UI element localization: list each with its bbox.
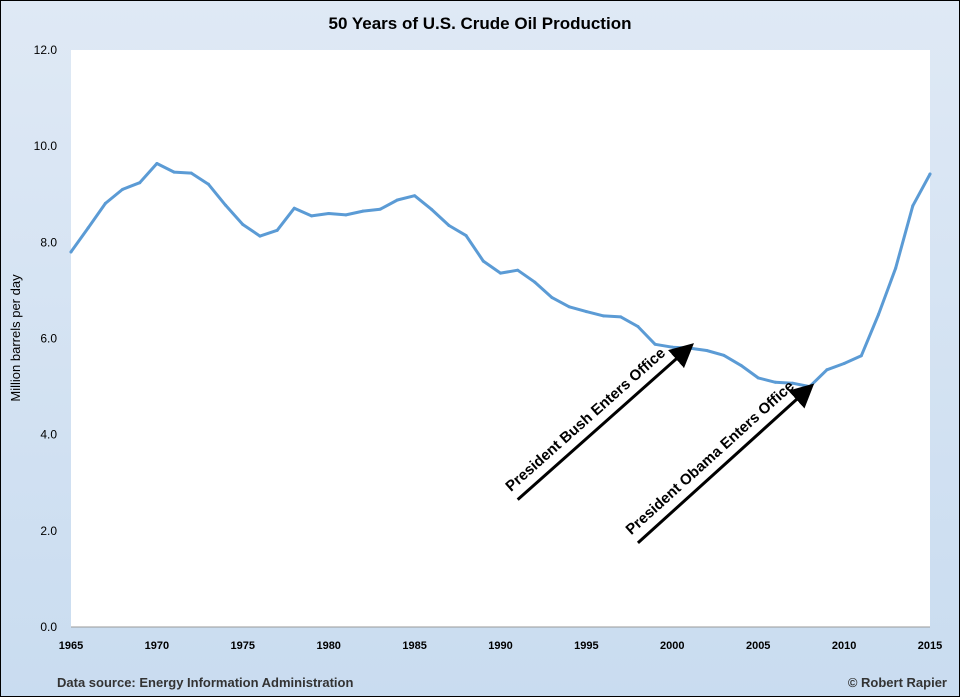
- x-tick-label: 1990: [488, 640, 512, 652]
- data-point: [206, 182, 210, 186]
- data-point: [636, 324, 640, 328]
- data-point: [876, 312, 880, 316]
- data-point: [756, 376, 760, 380]
- data-point: [241, 223, 245, 227]
- data-point: [275, 228, 279, 232]
- plot-area: [71, 50, 930, 627]
- data-point: [550, 296, 554, 300]
- data-point: [928, 172, 932, 176]
- annotation-arrow: [516, 343, 694, 501]
- x-tick-label: 2010: [832, 640, 856, 652]
- x-tick-labels: 1965 1970 1975 1980 1985 1990 1995 2000 2005 2010…: [59, 640, 942, 652]
- y-tick-labels: 0.0 2.0 4.0 6.0 8.0 10.0 12.0: [34, 43, 58, 634]
- data-point: [705, 349, 709, 353]
- data-point: [86, 226, 90, 230]
- y-tick-label: 4.0: [40, 428, 57, 442]
- y-tick-label: 12.0: [34, 43, 58, 57]
- x-tick-label: 2005: [746, 640, 770, 652]
- data-point: [292, 206, 296, 210]
- y-tick-label: 8.0: [40, 235, 57, 249]
- data-point: [911, 204, 915, 208]
- data-point: [447, 224, 451, 228]
- y-tick-label: 6.0: [40, 332, 57, 346]
- x-tick-label: 1980: [316, 640, 340, 652]
- copyright-credit: © Robert Rapier: [848, 675, 947, 690]
- data-point: [138, 181, 142, 185]
- data-point: [859, 354, 863, 358]
- data-point: [378, 207, 382, 211]
- data-point: [258, 234, 262, 238]
- data-point: [69, 250, 73, 254]
- data-point: [619, 315, 623, 319]
- x-tick-label: 1975: [231, 640, 255, 652]
- y-tick-label: 2.0: [40, 524, 57, 538]
- data-point: [516, 268, 520, 272]
- data-point: [894, 266, 898, 270]
- data-point: [567, 305, 571, 309]
- data-point: [327, 211, 331, 215]
- data-point: [121, 187, 125, 191]
- data-point: [413, 194, 417, 198]
- data-point: [155, 161, 159, 165]
- x-tick-label: 1965: [59, 640, 83, 652]
- data-point: [653, 342, 657, 346]
- x-tick-label: 1970: [145, 640, 169, 652]
- y-axis-label: Million barrels per day: [8, 274, 23, 402]
- data-point: [344, 213, 348, 217]
- data-point: [224, 203, 228, 207]
- data-point: [584, 310, 588, 314]
- data-point: [602, 314, 606, 318]
- data-point: [361, 209, 365, 213]
- data-point: [481, 259, 485, 263]
- data-point: [773, 380, 777, 384]
- x-tick-label: 1985: [402, 640, 426, 652]
- data-source-note: Data source: Energy Information Administ…: [57, 675, 353, 690]
- data-point: [499, 271, 502, 275]
- y-tick-label: 10.0: [34, 139, 58, 153]
- data-point: [722, 353, 726, 357]
- data-point: [464, 234, 468, 238]
- data-point: [103, 201, 107, 205]
- data-point: [310, 214, 314, 218]
- data-point: [189, 171, 193, 175]
- x-tick-label: 2000: [660, 640, 684, 652]
- data-point: [842, 362, 846, 366]
- y-tick-label: 0.0: [40, 620, 57, 634]
- data-point: [739, 363, 743, 367]
- chart-title: 50 Years of U.S. Crude Oil Production: [329, 14, 632, 33]
- data-point: [395, 198, 399, 202]
- data-point: [670, 345, 674, 349]
- x-tick-label: 2015: [918, 640, 942, 652]
- data-point: [533, 280, 537, 284]
- annotation-arrow: [636, 383, 815, 544]
- data-point: [825, 368, 829, 372]
- data-point: [172, 170, 176, 174]
- data-point: [430, 208, 434, 212]
- x-tick-label: 1995: [574, 640, 598, 652]
